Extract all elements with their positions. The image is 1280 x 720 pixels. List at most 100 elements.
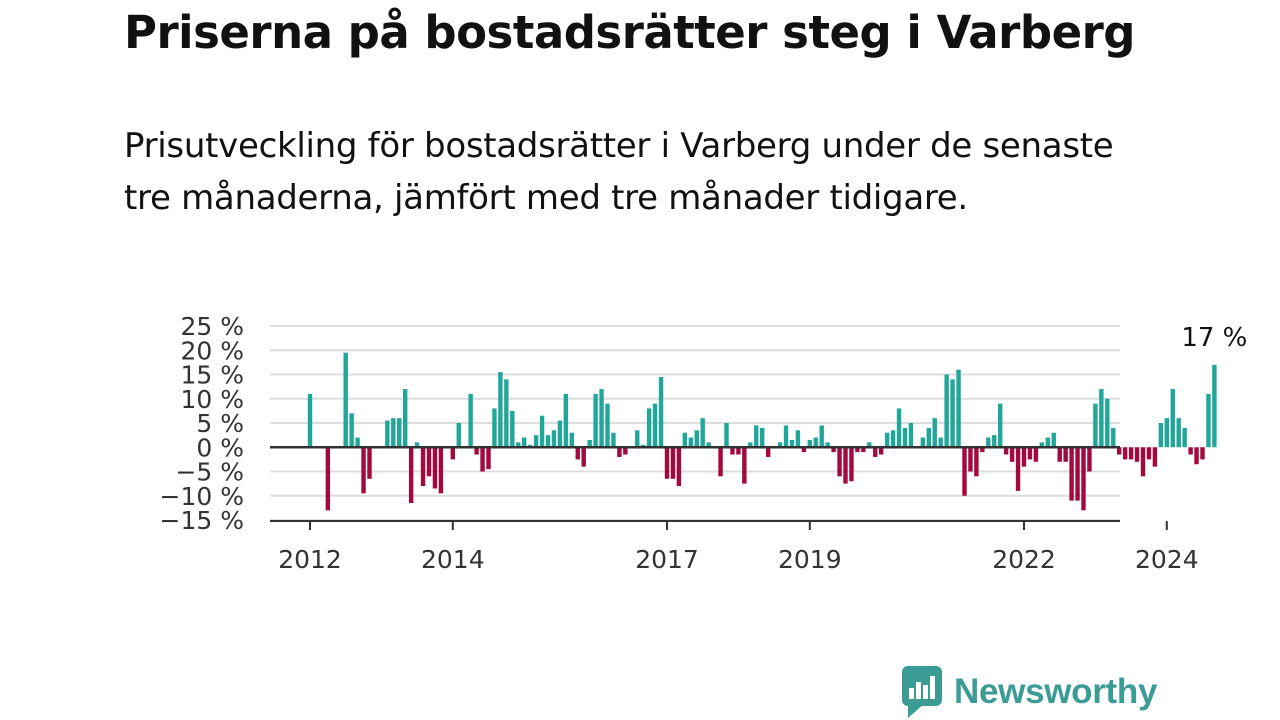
bar <box>498 372 503 448</box>
y-tick-label: 5 % <box>196 409 244 438</box>
bar <box>414 442 420 448</box>
x-tick-label: 2017 <box>635 545 699 574</box>
bar <box>748 442 753 448</box>
bar <box>1182 427 1187 448</box>
bar <box>825 442 830 448</box>
bar <box>361 447 366 494</box>
bar <box>1164 418 1169 448</box>
bar <box>807 439 812 448</box>
bar <box>1170 389 1175 448</box>
y-tick-label: −5 % <box>175 458 244 487</box>
bar <box>1075 447 1080 501</box>
bar <box>593 393 598 448</box>
bar <box>1057 447 1062 462</box>
x-tick-label: 2019 <box>778 545 842 574</box>
bar <box>307 393 313 448</box>
bar <box>426 447 432 477</box>
bar <box>474 447 479 455</box>
bar-chart: −15 %−10 %−5 %0 %5 %10 %15 %20 %25 % 2012… <box>160 312 1251 574</box>
bar <box>855 447 860 453</box>
newsworthy-logo[interactable]: Newsworthy <box>902 666 1157 718</box>
bar <box>1051 432 1056 448</box>
bar <box>486 447 491 470</box>
bar <box>849 447 854 482</box>
bar <box>652 403 658 448</box>
bar <box>873 447 878 457</box>
bar <box>1009 447 1015 462</box>
x-tick-label: 2012 <box>278 545 342 574</box>
bar <box>867 442 872 448</box>
bar <box>450 447 455 460</box>
y-tick-label: 20 % <box>180 336 244 365</box>
bar <box>986 437 991 448</box>
bar <box>1093 403 1098 448</box>
bar <box>557 420 563 448</box>
bar <box>843 447 848 484</box>
last-value-label: 17 % <box>1181 323 1247 353</box>
bar <box>575 447 580 460</box>
bar <box>343 352 348 448</box>
bar <box>664 447 670 479</box>
bar <box>694 430 699 448</box>
y-tick-label: 25 % <box>180 312 244 341</box>
bar <box>1194 447 1199 465</box>
bar <box>884 432 890 448</box>
bar <box>1146 447 1152 460</box>
bar <box>700 418 705 448</box>
bar <box>1206 393 1211 448</box>
bar <box>760 427 765 448</box>
bar <box>539 415 545 448</box>
bar <box>879 447 884 455</box>
bar <box>569 432 574 448</box>
bar <box>1200 447 1205 460</box>
bar <box>599 389 604 448</box>
bar <box>355 437 360 448</box>
bar <box>1212 364 1217 448</box>
bar <box>890 430 896 448</box>
bar <box>1117 447 1122 455</box>
bar <box>1128 447 1134 460</box>
bar <box>1099 389 1104 448</box>
bar <box>1003 447 1009 455</box>
bar <box>581 447 586 467</box>
bar <box>646 408 652 448</box>
bar <box>956 369 961 448</box>
bar <box>533 435 539 448</box>
x-tick-label: 2022 <box>992 545 1056 574</box>
bar <box>1015 447 1021 491</box>
chart-subtitle: Prisutveckling för bostadsrätter i Varbe… <box>124 126 1114 218</box>
bar <box>617 447 622 457</box>
bar <box>789 439 795 448</box>
bar <box>1111 427 1116 448</box>
bar <box>1027 447 1033 460</box>
bar <box>920 437 926 448</box>
newsworthy-logo-icon <box>902 666 942 718</box>
bar <box>611 432 616 448</box>
bar <box>516 442 521 448</box>
bar <box>950 379 955 448</box>
bar <box>1039 442 1045 448</box>
bar <box>974 447 979 477</box>
bar <box>1081 447 1086 511</box>
chart-area: −15 % −10 % −5 % 0 % 5 % 10 % 15 % 20 % 25 % 2012… <box>0 300 1280 600</box>
bar <box>1021 447 1027 467</box>
bar <box>510 410 515 448</box>
bar <box>635 430 640 448</box>
bar <box>926 427 931 448</box>
bar <box>325 447 331 511</box>
bar <box>1152 447 1158 467</box>
bar <box>1063 447 1068 462</box>
bar <box>408 447 414 504</box>
y-tick-label: 15 % <box>180 361 244 390</box>
bar <box>980 447 985 453</box>
bar <box>1122 447 1128 460</box>
bar <box>968 447 973 472</box>
bar <box>962 447 967 496</box>
bar <box>438 447 444 494</box>
bar <box>605 403 610 448</box>
bar <box>902 427 908 448</box>
bar <box>992 435 997 448</box>
bar <box>944 374 949 448</box>
bar <box>1105 398 1110 448</box>
bar <box>837 447 842 477</box>
